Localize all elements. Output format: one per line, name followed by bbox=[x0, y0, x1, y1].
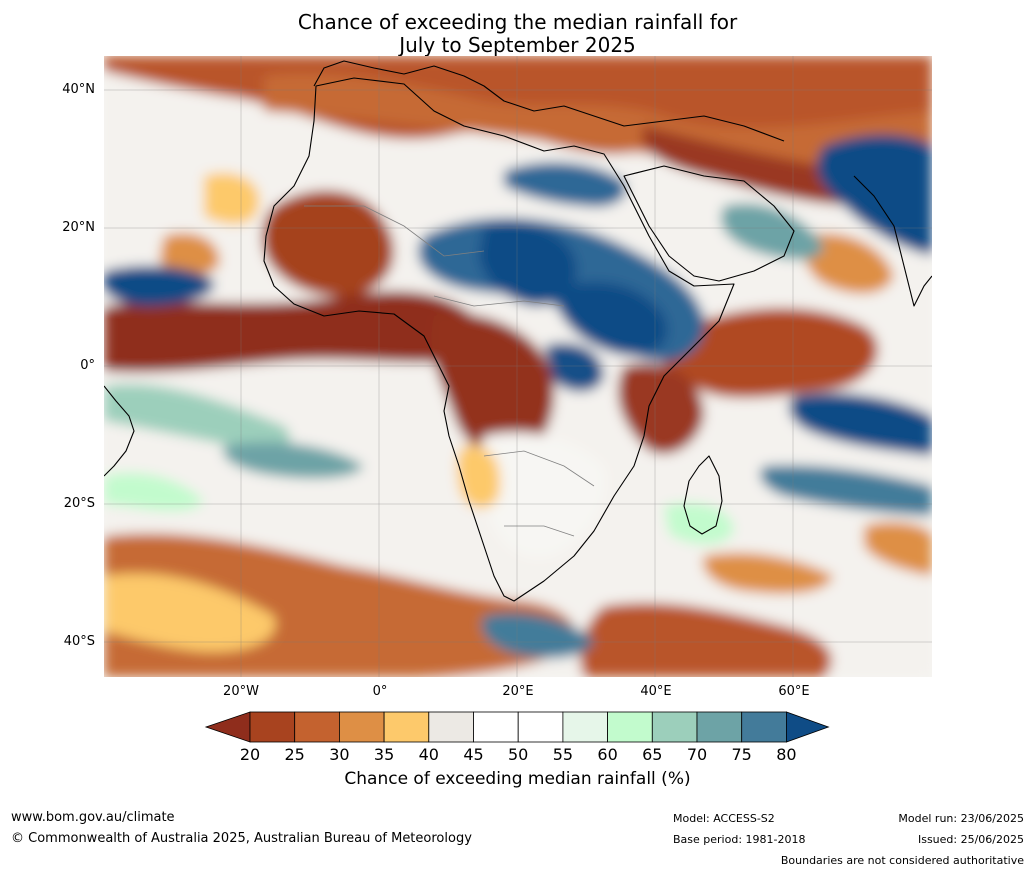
lon-tick-0: 0° bbox=[372, 684, 388, 699]
colorbar-extend-low bbox=[204, 711, 251, 743]
footer-model: Model: ACCESS-S2 bbox=[673, 812, 775, 825]
footer-website: www.bom.gov.au/climate bbox=[11, 810, 175, 825]
rainfall-probability-map bbox=[104, 56, 932, 677]
colorbar-cell bbox=[741, 711, 787, 743]
colorbar-cell bbox=[294, 711, 340, 743]
colorbar-tick-label: 70 bbox=[686, 745, 708, 764]
colorbar-cell bbox=[517, 711, 564, 743]
colorbar-tick-label: 55 bbox=[552, 745, 574, 764]
lat-tick-20n: 20°N bbox=[62, 220, 95, 235]
colorbar-tick-label: 20 bbox=[239, 745, 261, 764]
lat-tick-20s: 20°S bbox=[63, 496, 95, 511]
colorbar-tick-label: 75 bbox=[731, 745, 752, 764]
lon-tick-20e: 20°E bbox=[502, 684, 534, 699]
footer-issued: Issued: 25/06/2025 bbox=[917, 833, 1024, 846]
lon-tick-20w: 20°W bbox=[223, 684, 259, 699]
colorbar-cell bbox=[383, 711, 430, 743]
footer-base-period: Base period: 1981-2018 bbox=[673, 833, 806, 846]
colorbar-tick-label: 30 bbox=[329, 745, 350, 764]
colorbar-cell bbox=[562, 711, 608, 743]
colorbar-tick-label: 65 bbox=[642, 745, 663, 764]
colorbar-cell bbox=[338, 711, 385, 743]
footer-copyright: © Commonwealth of Australia 2025, Austra… bbox=[11, 831, 472, 846]
colorbar-tick-label: 35 bbox=[373, 745, 395, 764]
lat-tick-0: 0° bbox=[80, 358, 95, 373]
colorbar-tick-label: 60 bbox=[597, 745, 618, 764]
map-title-line2: July to September 2025 bbox=[399, 33, 636, 57]
colorbar-cell bbox=[249, 711, 296, 743]
colorbar-cell bbox=[651, 711, 698, 743]
map-title-line1: Chance of exceeding the median rainfall … bbox=[297, 10, 738, 34]
colorbar-tick-label: 45 bbox=[463, 745, 484, 764]
colorbar bbox=[204, 711, 830, 743]
lon-tick-60e: 60°E bbox=[778, 684, 810, 699]
lon-tick-40e: 40°E bbox=[640, 684, 672, 699]
colorbar-cell bbox=[696, 711, 743, 743]
footer-disclaimer: Boundaries are not considered authoritat… bbox=[780, 854, 1024, 867]
colorbar-cell bbox=[473, 711, 519, 743]
lat-tick-40s: 40°S bbox=[63, 634, 95, 649]
footer-model-run: Model run: 23/06/2025 bbox=[898, 812, 1024, 825]
colorbar-tick-label: 80 bbox=[776, 745, 797, 764]
colorbar-title: Chance of exceeding median rainfall (%) bbox=[344, 769, 691, 789]
colorbar-tick-label: 25 bbox=[284, 745, 305, 764]
colorbar-extend-high bbox=[786, 711, 830, 743]
colorbar-tick-label: 50 bbox=[508, 745, 529, 764]
colorbar-tick-label: 40 bbox=[418, 745, 439, 764]
colorbar-cell bbox=[607, 711, 653, 743]
colorbar-cell bbox=[428, 711, 474, 743]
lat-tick-40n: 40°N bbox=[62, 82, 95, 97]
